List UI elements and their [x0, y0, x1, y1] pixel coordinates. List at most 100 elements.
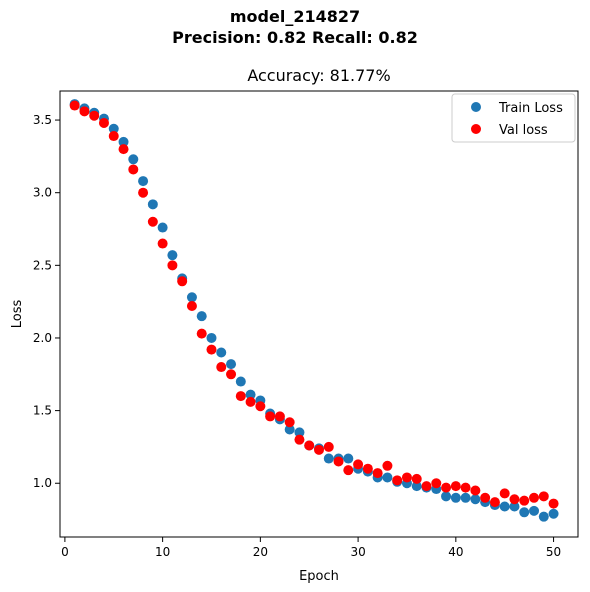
- y-tick-label: 3.5: [33, 113, 52, 127]
- train-loss-point: [157, 222, 168, 233]
- x-tick-label: 40: [448, 545, 463, 559]
- val-loss-point: [421, 481, 432, 492]
- legend-marker-train: [471, 102, 481, 112]
- train-loss-point: [470, 494, 481, 505]
- y-tick-label: 1.5: [33, 404, 52, 418]
- train-loss-point: [460, 492, 471, 503]
- x-axis-label: Epoch: [299, 569, 339, 584]
- val-loss-point: [548, 498, 559, 509]
- val-loss-point: [118, 144, 129, 155]
- val-loss-point: [196, 328, 207, 339]
- val-loss-point: [343, 465, 354, 476]
- val-loss-point: [323, 441, 334, 452]
- val-loss-point: [147, 216, 158, 227]
- train-loss-point: [245, 389, 256, 400]
- train-loss-point: [294, 427, 305, 438]
- train-loss-point: [186, 292, 197, 303]
- train-loss-point: [235, 376, 246, 387]
- x-tick-label: 10: [155, 545, 170, 559]
- val-loss-point: [499, 488, 510, 499]
- train-loss-point: [128, 154, 139, 165]
- train-loss-point: [411, 481, 422, 492]
- val-loss-point: [470, 485, 481, 496]
- legend-box: [451, 93, 576, 143]
- val-loss-point: [480, 492, 491, 503]
- val-loss-point: [177, 276, 188, 287]
- train-loss-point: [226, 359, 237, 370]
- y-tick-label: 2.5: [33, 258, 52, 272]
- train-loss-point: [284, 424, 295, 435]
- legend-marker-val: [471, 124, 481, 134]
- train-loss-point: [538, 511, 549, 522]
- train-loss-point: [499, 501, 510, 512]
- plot-marks: [69, 99, 559, 522]
- train-loss-point: [206, 332, 217, 343]
- y-tick-label: 2.0: [33, 331, 52, 345]
- val-loss-point: [382, 460, 393, 471]
- val-loss-point: [245, 396, 256, 407]
- val-loss-point: [138, 187, 149, 198]
- val-loss-point: [314, 444, 324, 455]
- y-axis-label: Loss: [10, 300, 25, 329]
- x-tick-label: 50: [546, 545, 561, 559]
- train-loss-point: [118, 136, 129, 147]
- val-loss-point: [226, 369, 237, 380]
- plot-frame: [59, 90, 579, 538]
- precision-recall: Precision: 0.82 Recall: 0.82: [172, 28, 418, 47]
- train-loss-point: [108, 123, 119, 134]
- val-loss-point: [304, 440, 315, 451]
- val-loss-point: [216, 362, 227, 373]
- train-loss-point: [216, 347, 227, 358]
- val-loss-point: [265, 411, 276, 422]
- model-name: model_214827: [229, 7, 361, 26]
- val-loss-point: [108, 131, 119, 142]
- train-loss-point: [548, 508, 559, 519]
- x-axis-ticks: 0 10 20 30 40 50: [61, 537, 561, 559]
- val-loss-point: [411, 473, 422, 484]
- val-loss-point: [255, 401, 266, 412]
- val-loss-point: [519, 495, 530, 506]
- val-loss-point: [538, 491, 549, 502]
- val-loss-point: [274, 411, 285, 422]
- x-tick-label: 0: [61, 545, 69, 559]
- y-axis-ticks: 1.0 1.5 2.0 2.5 3.0 3.5: [33, 113, 60, 490]
- train-loss-point: [147, 199, 158, 210]
- val-loss-point: [362, 463, 373, 474]
- val-loss-point: [167, 260, 178, 271]
- val-loss-point: [98, 117, 109, 128]
- chart-title: Accuracy: 81.77%: [247, 66, 390, 85]
- train-loss-point: [167, 250, 178, 261]
- train-loss-point: [509, 501, 520, 512]
- val-loss-point: [79, 106, 90, 117]
- train-loss-point: [519, 507, 530, 518]
- legend-label-train: Train Loss: [498, 101, 563, 116]
- val-loss-point: [489, 497, 500, 508]
- val-loss-point: [69, 100, 80, 111]
- val-loss-point: [401, 472, 412, 483]
- val-loss-point: [186, 301, 197, 312]
- train-loss-point: [450, 492, 461, 503]
- train-loss-point: [196, 311, 207, 322]
- val-loss-point: [206, 344, 217, 355]
- x-tick-label: 20: [253, 545, 268, 559]
- val-loss-point: [450, 481, 461, 492]
- val-loss-point: [333, 456, 344, 467]
- y-tick-label: 3.0: [33, 186, 52, 200]
- legend-label-val: Val loss: [499, 123, 548, 138]
- val-loss-point: [431, 478, 442, 489]
- val-loss-point: [353, 459, 364, 470]
- val-loss-point: [235, 391, 246, 402]
- val-loss-point: [284, 417, 295, 428]
- val-loss-point: [157, 238, 168, 249]
- x-tick-label: 30: [350, 545, 365, 559]
- train-loss-point: [529, 505, 540, 516]
- val-loss-point: [392, 475, 403, 486]
- train-loss-point: [343, 453, 354, 464]
- train-loss-point: [138, 176, 149, 187]
- val-loss-point: [509, 494, 520, 505]
- train-loss-point: [382, 472, 393, 483]
- val-loss-point: [128, 164, 139, 175]
- val-loss-point: [441, 482, 452, 493]
